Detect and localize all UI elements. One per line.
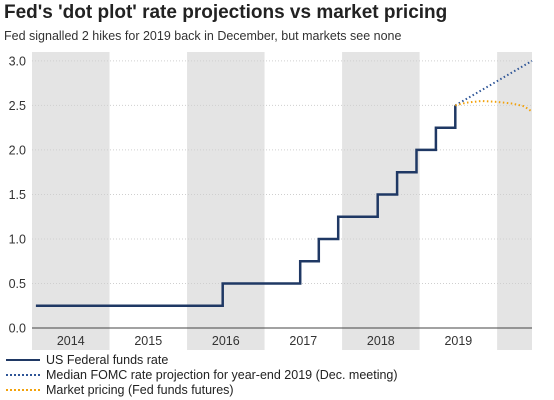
x-tick-label: 2015 [134, 334, 162, 348]
y-tick-label: 0.5 [9, 277, 26, 291]
legend-item-fed-funds: US Federal funds rate [6, 352, 398, 367]
legend-label: US Federal funds rate [46, 352, 169, 367]
y-tick-label: 0.0 [9, 322, 26, 336]
y-tick-label: 1.0 [9, 232, 26, 246]
y-tick-label: 3.0 [9, 54, 26, 68]
legend-swatch-dotted-blue [6, 373, 40, 376]
y-tick-label: 1.5 [9, 188, 26, 202]
legend-swatch-dotted-orange [6, 388, 40, 391]
legend-swatch-solid [6, 358, 40, 361]
chart-subtitle: Fed signalled 2 hikes for 2019 back in D… [4, 29, 402, 43]
chart-plot: 0.0 0.5 1.0 1.5 2.0 2.5 3.0 2014 2015 2016 2017 20… [9, 52, 533, 350]
series-line-1 [454, 60, 533, 107]
x-tick-label: 2018 [367, 334, 395, 348]
shaded-band-2018 [342, 52, 420, 350]
legend-label: Median FOMC rate projection for year-end… [46, 367, 398, 382]
shaded-band-2016 [187, 52, 265, 350]
legend-item-market-pricing: Market pricing (Fed funds futures) [6, 382, 398, 397]
series-line-0 [35, 105, 457, 307]
x-tick-label: 2014 [57, 334, 85, 348]
shaded-band-tail [497, 52, 532, 350]
legend-label: Market pricing (Fed funds futures) [46, 382, 234, 397]
x-tick-label: 2016 [212, 334, 240, 348]
legend-item-fomc-projection: Median FOMC rate projection for year-end… [6, 367, 398, 382]
chart-legend: US Federal funds rate Median FOMC rate p… [6, 352, 398, 397]
y-tick-label: 2.0 [9, 143, 26, 157]
x-tick-label: 2017 [289, 334, 317, 348]
y-tick-label: 2.5 [9, 99, 26, 113]
chart-title: Fed's 'dot plot' rate projections vs mar… [4, 2, 448, 23]
x-tick-label: 2019 [444, 334, 472, 348]
shaded-band-2014 [32, 52, 110, 350]
